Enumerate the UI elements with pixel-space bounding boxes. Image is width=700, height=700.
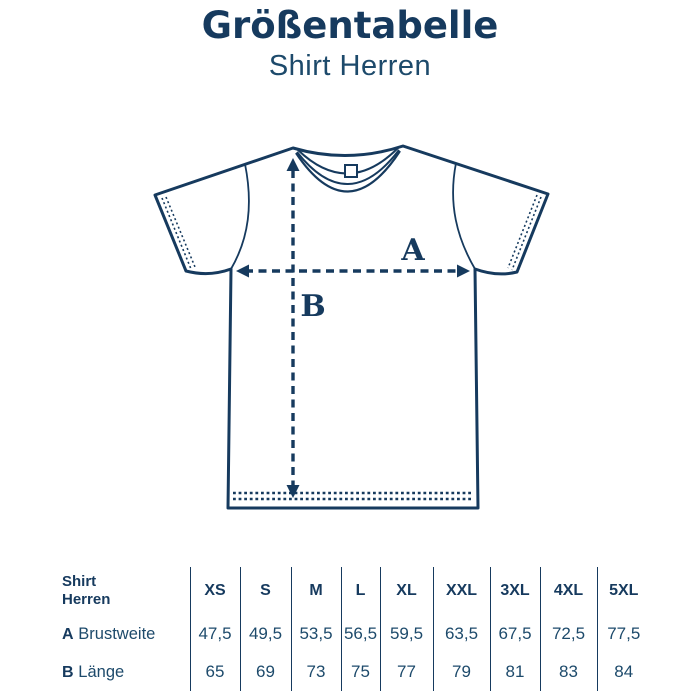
length-xxl: 79 [432,653,490,691]
chest-width-l: 56,5 [340,615,380,653]
chest-width-xxl: 63,5 [432,615,490,653]
size-header-4xl: 4XL [539,567,597,615]
right-sleeve-stitch [507,194,542,271]
size-header-s: S [239,567,291,615]
size-header-m: M [290,567,341,615]
measure-b-label: B [300,289,325,324]
chest-width-label-cell: A Brustweite [58,615,190,653]
length-4xl: 83 [539,653,597,691]
size-header-xxl: XXL [432,567,490,615]
bottom-hem-stitch [233,491,473,501]
size-table: Shirt Herren XS S M L XL XXL 3XL 4XL 5XL… [58,567,650,691]
chest-width-xl: 59,5 [379,615,433,653]
length-label: Länge [78,663,125,681]
chest-width-5xl: 77,5 [596,615,650,653]
neck-tag [344,164,358,178]
tshirt-diagram: A B [0,120,700,565]
size-header-l: L [340,567,380,615]
left-sleeve-seam [230,163,250,270]
product-name-line2: Herren [62,591,111,608]
collar-band-stitch [296,149,400,185]
length-m: 73 [290,653,341,691]
measure-a-label: A [400,233,425,268]
length-s: 69 [239,653,291,691]
length-row: B Länge 65 69 73 75 77 79 81 83 84 [58,653,650,691]
length-label-cell: B Länge [58,653,190,691]
page-subtitle: Shirt Herren [268,49,432,82]
chest-width-4xl: 72,5 [539,615,597,653]
chest-width-xs: 47,5 [189,615,240,653]
measure-b-arrowhead-bottom [286,485,300,498]
length-5xl: 84 [596,653,650,691]
shirt-outline [153,144,550,510]
page-header: Größentabelle Shirt Herren [0,4,700,83]
size-header-3xl: 3XL [489,567,540,615]
page-title: Größentabelle [201,4,499,47]
measure-a-key: A [62,626,74,643]
left-sleeve-stitch [161,196,196,270]
collar-band-bottom [295,150,401,193]
chest-width-row: A Brustweite 47,5 49,5 53,5 56,5 59,5 63… [58,615,650,653]
chest-width-label: Brustweite [78,625,156,643]
chest-width-m: 53,5 [290,615,341,653]
size-table-header-row: Shirt Herren XS S M L XL XXL 3XL 4XL 5XL [58,567,650,615]
tshirt-drawing: A B [153,144,550,510]
measure-a-arrowhead-left [236,264,249,278]
measure-a-arrowhead-right [457,264,470,278]
length-xl: 77 [379,653,433,691]
measure-b-key: B [62,664,74,681]
size-header-xl: XL [379,567,433,615]
length-l: 75 [340,653,380,691]
product-name: Shirt Herren [62,573,190,609]
size-header-xs: XS [189,567,240,615]
length-xs: 65 [189,653,240,691]
measure-b-arrowhead-top [286,158,300,171]
product-name-line1: Shirt [62,573,97,590]
size-header-5xl: 5XL [596,567,650,615]
chest-width-s: 49,5 [239,615,291,653]
length-3xl: 81 [489,653,540,691]
product-name-cell: Shirt Herren [58,567,190,615]
chest-width-3xl: 67,5 [489,615,540,653]
right-sleeve-seam [452,162,476,270]
